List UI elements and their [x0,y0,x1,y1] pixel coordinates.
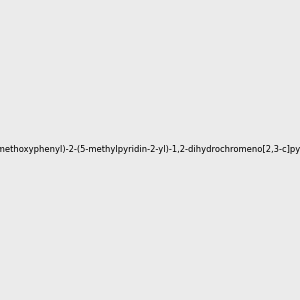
Text: 1-(4-Ethoxy-3-methoxyphenyl)-2-(5-methylpyridin-2-yl)-1,2-dihydrochromeno[2,3-c]: 1-(4-Ethoxy-3-methoxyphenyl)-2-(5-methyl… [0,146,300,154]
